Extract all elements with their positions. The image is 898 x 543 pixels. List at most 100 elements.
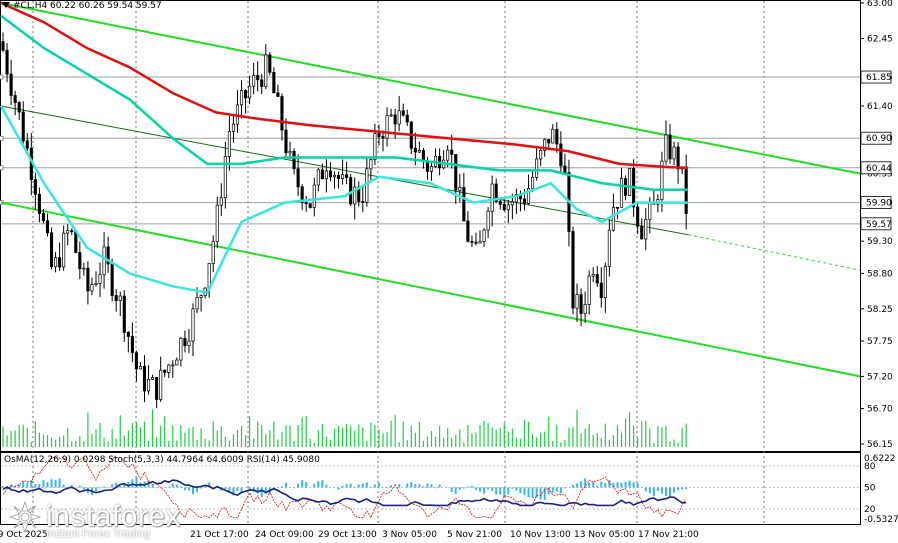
bull-candle bbox=[239, 90, 244, 106]
bull-candle bbox=[332, 174, 337, 178]
bear-candle bbox=[676, 146, 680, 170]
bear-candle bbox=[615, 206, 620, 209]
price-marker-box bbox=[860, 217, 892, 231]
price-marker-label: 60.44 bbox=[866, 164, 892, 174]
bull-candle bbox=[227, 131, 231, 157]
bear-candle bbox=[454, 154, 458, 191]
bull-candle bbox=[353, 186, 357, 205]
time-label: 17 Nov 21:00 bbox=[638, 530, 699, 540]
bear-candle bbox=[122, 295, 126, 333]
brand-name: instaforex bbox=[46, 500, 182, 533]
time-label: 29 Oct 13:00 bbox=[318, 530, 377, 540]
indicator-tick-label: -0.5327 bbox=[864, 515, 898, 525]
dropdown-icon[interactable] bbox=[2, 2, 10, 8]
bull-candle bbox=[535, 158, 539, 178]
bear-candle bbox=[349, 177, 353, 205]
bull-candle bbox=[603, 265, 607, 298]
bull-candle bbox=[385, 115, 389, 139]
indicator-header: OsMA(12,26,9) 0.0298 Stoch(5,3,3) 44.796… bbox=[4, 455, 320, 465]
symbol-header: #CL,H4 60.22 60.26 59.54 59.57 bbox=[2, 1, 162, 11]
bear-candle bbox=[401, 110, 405, 116]
bull-candle bbox=[187, 340, 191, 347]
price-axis[interactable]: 63.00 62.45 61.85 61.40 60.90 60.35 59.90 59.30… bbox=[860, 0, 893, 450]
bull-candle bbox=[223, 156, 227, 199]
bull-candle bbox=[672, 146, 676, 160]
bear-candle bbox=[70, 230, 74, 232]
main-panel-frame bbox=[0, 0, 861, 452]
bear-candle bbox=[292, 151, 296, 170]
bear-candle bbox=[300, 186, 304, 203]
bear-candle bbox=[134, 352, 138, 370]
indicator-tick-label: 50 bbox=[864, 484, 876, 494]
bear-candle bbox=[296, 168, 300, 188]
bear-candle bbox=[58, 257, 62, 268]
symbol-ohlc: #CL,H4 60.22 60.26 59.54 59.57 bbox=[13, 1, 162, 11]
bear-candle bbox=[155, 377, 159, 400]
bull-candle bbox=[151, 377, 155, 380]
bear-candle bbox=[308, 203, 312, 208]
bull-candle bbox=[82, 267, 86, 270]
bear-candle bbox=[13, 95, 17, 103]
bear-candle bbox=[547, 139, 551, 144]
bull-candle bbox=[179, 337, 183, 361]
bear-candle bbox=[466, 220, 470, 242]
bear-candle bbox=[37, 193, 41, 214]
bull-candle bbox=[373, 133, 377, 160]
price-tick-label: 60.35 bbox=[867, 170, 893, 180]
bull-candle bbox=[191, 308, 195, 342]
bear-candle bbox=[130, 336, 134, 354]
bull-candle bbox=[211, 241, 215, 264]
candlesticks bbox=[1, 32, 688, 409]
bear-candle bbox=[284, 129, 288, 154]
price-tick-label: 58.25 bbox=[867, 305, 893, 315]
ma-fast-line bbox=[0, 105, 689, 294]
bear-candle bbox=[405, 114, 409, 123]
bull-candle bbox=[526, 188, 531, 204]
bull-candle bbox=[219, 197, 223, 206]
bear-candle bbox=[25, 140, 29, 149]
time-label: 13 Nov 05:00 bbox=[574, 530, 635, 540]
bear-candle bbox=[595, 274, 599, 284]
bull-candle bbox=[138, 366, 143, 370]
bear-candle bbox=[559, 143, 563, 167]
bear-candle bbox=[304, 202, 308, 205]
bear-candle bbox=[579, 294, 583, 314]
bull-candle bbox=[583, 304, 587, 314]
bear-candle bbox=[494, 183, 498, 202]
bear-candle bbox=[17, 102, 21, 113]
bear-candle bbox=[345, 174, 349, 178]
bull-candle bbox=[215, 204, 219, 242]
bear-candle bbox=[474, 241, 478, 244]
price-marker-box bbox=[860, 161, 892, 175]
indicator-tick-label: 0.6222 bbox=[864, 454, 896, 464]
bear-candle bbox=[522, 198, 527, 204]
bear-candle bbox=[280, 96, 284, 131]
price-tick-label: 56.70 bbox=[867, 405, 893, 415]
brand-tagline: Instant Forex Trading bbox=[46, 528, 150, 540]
bull-candle bbox=[248, 85, 252, 99]
bull-candle bbox=[417, 150, 421, 153]
bear-candle bbox=[555, 128, 559, 145]
price-marker-label: 61.85 bbox=[866, 73, 892, 83]
price-tick-label: 63.00 bbox=[867, 0, 893, 9]
instaforex-logo-icon bbox=[8, 500, 42, 534]
bear-candle bbox=[260, 79, 264, 87]
bull-candle bbox=[312, 184, 316, 208]
bear-candle bbox=[361, 201, 365, 203]
bull-candle bbox=[531, 176, 535, 189]
bull-candle bbox=[316, 169, 320, 186]
stoch-signal-line bbox=[2, 456, 687, 519]
bear-candle bbox=[502, 204, 506, 211]
price-tick-label: 57.75 bbox=[867, 337, 893, 347]
bear-candle bbox=[78, 252, 82, 270]
bear-candle bbox=[163, 369, 167, 373]
bull-candle bbox=[664, 134, 668, 162]
time-axis[interactable]: 19 Oct 2025 21 Oct 17:00 24 Oct 09:00 29 Oc… bbox=[0, 530, 699, 540]
trend-channel[interactable] bbox=[0, 2, 861, 378]
bull-candle bbox=[389, 114, 393, 117]
bear-candle bbox=[640, 225, 644, 240]
bull-candle bbox=[94, 282, 98, 286]
price-marker-box bbox=[860, 70, 892, 84]
